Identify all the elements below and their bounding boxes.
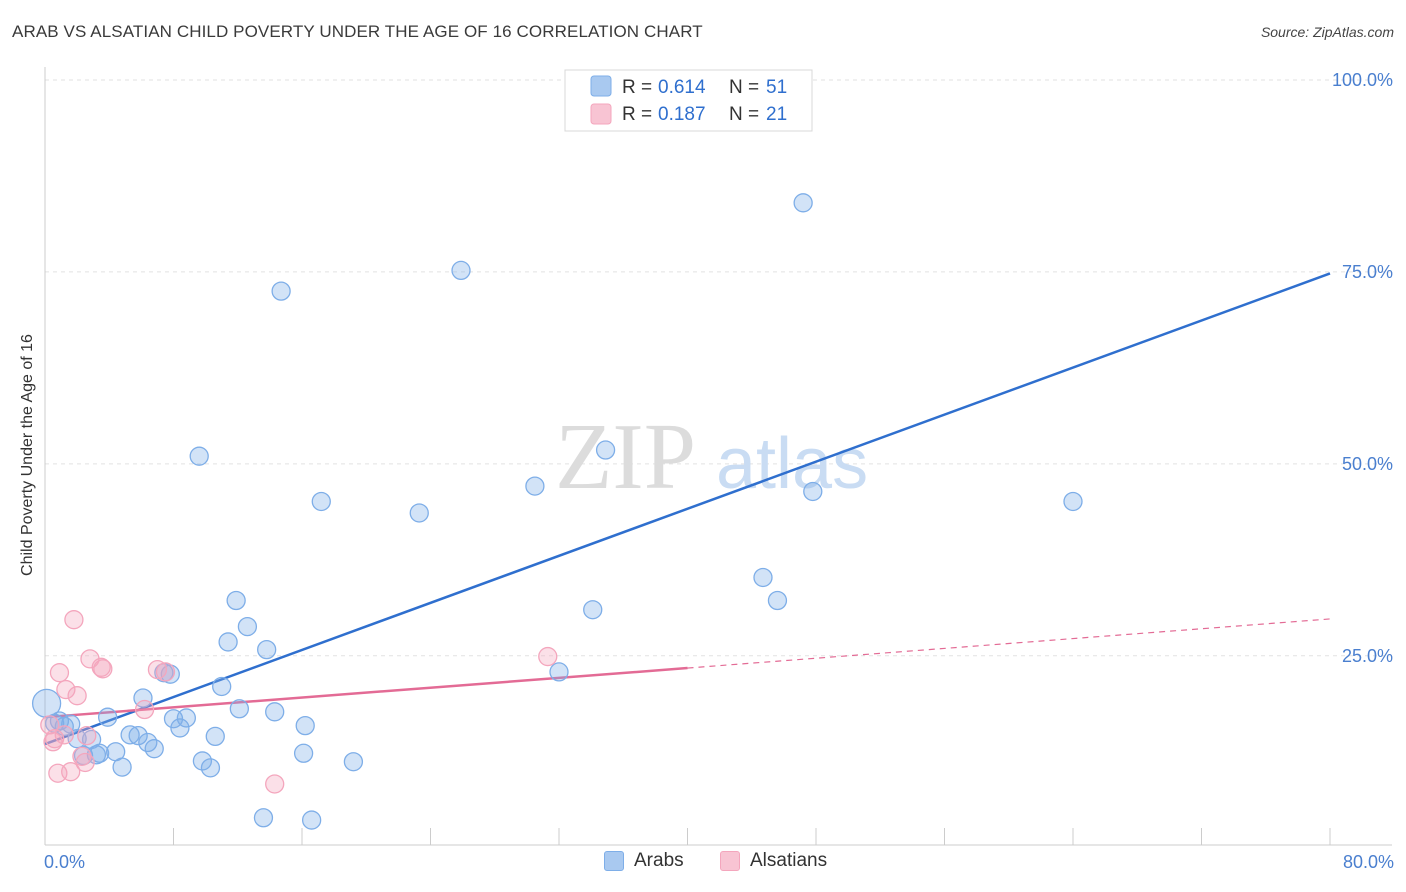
point-arabs-35 — [271, 281, 291, 301]
point-arabs-23 — [189, 446, 209, 466]
point-arabs-26 — [205, 726, 225, 747]
y-tick-label-0: 25.0% — [1342, 646, 1393, 666]
point-arabs-51 — [1063, 491, 1083, 512]
point-alsatians-5 — [54, 725, 74, 745]
point-arabs-38 — [301, 810, 322, 830]
point-alsatians-6 — [56, 679, 76, 700]
point-arabs-36 — [293, 743, 314, 763]
legend-swatch-alsatians — [590, 103, 612, 125]
point-arabs-25 — [200, 758, 221, 778]
gridlines — [45, 79, 1392, 657]
trend-lines — [44, 272, 1331, 746]
point-arabs-29 — [226, 590, 246, 611]
x-tick-left: 0.0% — [44, 852, 86, 872]
point-arabs-43 — [525, 476, 545, 496]
point-alsatians-14 — [93, 659, 113, 679]
point-arabs-44 — [549, 662, 569, 682]
point-arabs-21 — [170, 718, 190, 738]
trend-line-extension-alsatians — [687, 618, 1331, 669]
point-arabs-37 — [295, 715, 315, 736]
x-tick-right: 80.0% — [1342, 852, 1394, 872]
source-credit: Source: ZipAtlas.com — [1260, 24, 1394, 40]
point-arabs-48 — [767, 590, 788, 611]
point-arabs-34 — [265, 702, 285, 722]
point-arabs-17 — [144, 739, 164, 759]
point-alsatians-18 — [265, 774, 285, 794]
point-arabs-0 — [31, 688, 62, 719]
point-alsatians-17 — [155, 662, 176, 682]
point-arabs-49 — [793, 193, 813, 213]
point-alsatians-19 — [538, 646, 558, 667]
point-alsatians-10 — [75, 752, 95, 773]
legend-r-value-1: 0.614 — [658, 77, 706, 98]
point-arabs-50 — [803, 481, 823, 502]
legend-n-label-1: N = — [729, 77, 759, 98]
point-arabs-24 — [192, 751, 213, 771]
point-alsatians-1 — [43, 732, 63, 752]
point-arabs-10 — [97, 707, 118, 727]
legend-r-label-2: R = — [622, 104, 652, 125]
y-tick-label-2: 75.0% — [1342, 262, 1393, 282]
axes — [44, 67, 1392, 846]
bottom-legend: Arabs Alsatians — [0, 850, 1406, 878]
point-arabs-30 — [229, 699, 250, 719]
point-arabs-31 — [237, 616, 258, 637]
point-arabs-27 — [212, 676, 232, 697]
legend-r-value-2: 0.187 — [658, 104, 706, 125]
point-arabs-40 — [343, 752, 364, 772]
point-arabs-41 — [409, 503, 429, 523]
watermark-zip: ZIP — [555, 405, 696, 509]
point-alsatians-4 — [49, 663, 70, 683]
correlation-legend: R = 0.614 N = 51 R = 0.187 N = 21 — [564, 69, 813, 132]
point-arabs-22 — [176, 708, 197, 728]
point-arabs-42 — [451, 260, 471, 281]
point-arabs-13 — [120, 725, 140, 745]
legend-n-value-1: 51 — [766, 77, 787, 98]
trend-line-arabs — [44, 272, 1331, 746]
point-arabs-32 — [253, 808, 274, 828]
y-tick-labels: 25.0% 50.0% 75.0% 100.0% — [1332, 70, 1393, 666]
bottom-legend-arabs: Arabs — [604, 850, 684, 872]
legend-swatch-arabs — [590, 75, 612, 97]
point-alsatians-20 — [77, 725, 97, 746]
point-alsatians-11 — [64, 610, 84, 630]
data-points — [31, 193, 1083, 830]
bottom-legend-alsatians: Alsatians — [720, 850, 827, 872]
point-arabs-39 — [311, 491, 331, 512]
legend-n-value-2: 21 — [766, 104, 787, 125]
point-arabs-12 — [112, 757, 132, 777]
point-alsatians-7 — [61, 762, 81, 782]
trend-line-alsatians — [44, 666, 688, 719]
point-arabs-46 — [595, 440, 616, 460]
point-arabs-8 — [86, 745, 107, 765]
y-tick-label-1: 50.0% — [1342, 454, 1393, 474]
point-arabs-28 — [218, 632, 238, 652]
chart-title: ARAB VS ALSATIAN CHILD POVERTY UNDER THE… — [12, 22, 703, 41]
point-alsatians-2 — [44, 729, 65, 749]
bottom-legend-swatch-arabs — [604, 851, 624, 871]
point-alsatians-15 — [134, 699, 155, 720]
bottom-legend-label-alsatians: Alsatians — [750, 850, 828, 871]
point-arabs-33 — [257, 639, 277, 660]
legend-n-label-2: N = — [729, 104, 759, 125]
watermark-atlas: atlas — [716, 424, 868, 504]
point-arabs-47 — [753, 567, 773, 588]
point-arabs-14 — [128, 725, 148, 746]
bottom-legend-swatch-alsatians — [720, 851, 740, 871]
bottom-legend-label-arabs: Arabs — [634, 850, 684, 871]
point-alsatians-16 — [147, 659, 168, 680]
legend-r-label-1: R = — [622, 77, 652, 98]
watermark: ZIP atlas — [555, 405, 868, 509]
point-alsatians-8 — [67, 686, 87, 706]
point-arabs-45 — [583, 600, 603, 620]
y-tick-label-3: 100.0% — [1332, 70, 1393, 90]
